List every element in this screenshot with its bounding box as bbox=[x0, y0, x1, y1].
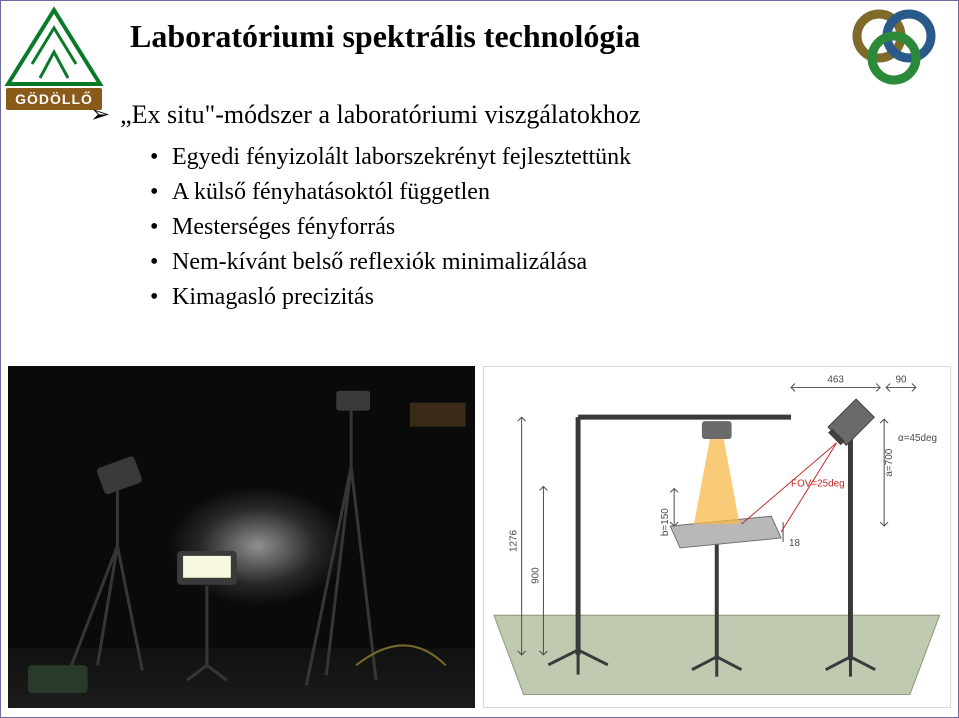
dim-18: 18 bbox=[784, 522, 801, 549]
sub-bullet: Egyedi fényizolált laborszekrényt fejles… bbox=[150, 144, 919, 171]
photo-overlay bbox=[8, 366, 475, 708]
shelf bbox=[410, 403, 466, 427]
case-icon bbox=[28, 665, 88, 693]
dim-18-label: 18 bbox=[790, 538, 802, 549]
sub-bullet: Mesterséges fényforrás bbox=[150, 214, 919, 241]
dim-90-label: 90 bbox=[896, 374, 908, 385]
dim-463: 463 bbox=[792, 374, 881, 391]
dim-a700-label: a=700 bbox=[885, 448, 896, 476]
images-row: 1276 900 b=150 a=700 bbox=[8, 366, 951, 708]
setup-diagram: 1276 900 b=150 a=700 bbox=[483, 366, 951, 708]
light-center bbox=[177, 551, 237, 680]
lamp bbox=[694, 421, 740, 524]
dim-a700: a=700 bbox=[881, 419, 896, 526]
diagram-svg: 1276 900 b=150 a=700 bbox=[484, 367, 950, 707]
sub-bullet: A külső fényhatásoktól független bbox=[150, 179, 919, 206]
logo-triangle bbox=[8, 10, 100, 84]
lab-photo bbox=[8, 366, 475, 708]
fov-label: FOV=25deg bbox=[792, 478, 846, 489]
logo: GÖDÖLLŐ bbox=[4, 4, 104, 114]
dim-1276-label: 1276 bbox=[509, 529, 520, 552]
logo-inner-b bbox=[40, 52, 68, 78]
logo-text: GÖDÖLLŐ bbox=[15, 90, 93, 107]
tripod-left bbox=[68, 455, 143, 675]
cable bbox=[356, 645, 446, 665]
alpha-label: α=45deg bbox=[898, 433, 937, 444]
main-bullet: ➢ „Ex situ"-módszer a laboratóriumi visz… bbox=[90, 100, 919, 130]
corner-rings bbox=[831, 6, 951, 86]
tripod-right bbox=[306, 391, 376, 685]
sub-bullet: Kimagasló precizitás bbox=[150, 284, 919, 311]
dim-463-label: 463 bbox=[828, 374, 845, 385]
sub-bullet: Nem-kívánt belső reflexiók minimalizálás… bbox=[150, 249, 919, 276]
dim-90: 90 bbox=[887, 374, 917, 391]
content-area: ➢ „Ex situ"-módszer a laboratóriumi visz… bbox=[90, 100, 919, 319]
logo-svg: GÖDÖLLŐ bbox=[4, 4, 104, 114]
slide-title: Laboratóriumi spektrális technológia bbox=[130, 18, 829, 55]
dim-900-label: 900 bbox=[531, 567, 542, 584]
main-bullet-text: „Ex situ"-módszer a laboratóriumi viszgá… bbox=[120, 100, 640, 130]
rings-svg bbox=[831, 6, 951, 86]
bullet-arrow-icon: ➢ bbox=[90, 100, 110, 130]
dim-b150-label: b=150 bbox=[661, 508, 672, 536]
sub-bullet-list: Egyedi fényizolált laborszekrényt fejles… bbox=[150, 144, 919, 311]
